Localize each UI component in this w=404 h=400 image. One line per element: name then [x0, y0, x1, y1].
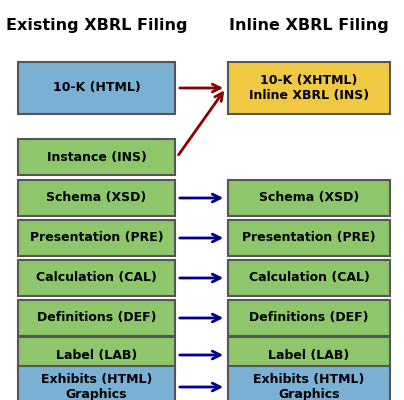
Text: Calculation (CAL): Calculation (CAL): [36, 272, 157, 284]
FancyBboxPatch shape: [228, 220, 390, 256]
FancyBboxPatch shape: [228, 260, 390, 296]
Text: Calculation (CAL): Calculation (CAL): [248, 272, 369, 284]
Text: Schema (XSD): Schema (XSD): [259, 192, 359, 204]
Text: Presentation (PRE): Presentation (PRE): [242, 232, 376, 244]
Text: Instance (INS): Instance (INS): [46, 150, 146, 164]
Text: Label (LAB): Label (LAB): [56, 348, 137, 362]
FancyBboxPatch shape: [18, 139, 175, 175]
FancyBboxPatch shape: [18, 180, 175, 216]
Text: 10-K (XHTML)
Inline XBRL (INS): 10-K (XHTML) Inline XBRL (INS): [249, 74, 369, 102]
FancyBboxPatch shape: [228, 62, 390, 114]
FancyBboxPatch shape: [228, 300, 390, 336]
FancyBboxPatch shape: [228, 180, 390, 216]
Text: Existing XBRL Filing: Existing XBRL Filing: [6, 18, 187, 33]
Text: Definitions (DEF): Definitions (DEF): [37, 312, 156, 324]
FancyBboxPatch shape: [18, 62, 175, 114]
Text: 10-K (HTML): 10-K (HTML): [53, 82, 140, 94]
FancyBboxPatch shape: [18, 366, 175, 400]
Text: Exhibits (HTML)
Graphics: Exhibits (HTML) Graphics: [253, 373, 365, 400]
FancyBboxPatch shape: [18, 220, 175, 256]
FancyBboxPatch shape: [228, 366, 390, 400]
FancyBboxPatch shape: [18, 260, 175, 296]
Text: Presentation (PRE): Presentation (PRE): [29, 232, 163, 244]
FancyBboxPatch shape: [228, 337, 390, 373]
FancyBboxPatch shape: [18, 300, 175, 336]
Text: Exhibits (HTML)
Graphics: Exhibits (HTML) Graphics: [41, 373, 152, 400]
FancyBboxPatch shape: [18, 337, 175, 373]
Text: Label (LAB): Label (LAB): [268, 348, 349, 362]
Text: Schema (XSD): Schema (XSD): [46, 192, 147, 204]
Text: Inline XBRL Filing: Inline XBRL Filing: [229, 18, 389, 33]
Text: Definitions (DEF): Definitions (DEF): [249, 312, 369, 324]
